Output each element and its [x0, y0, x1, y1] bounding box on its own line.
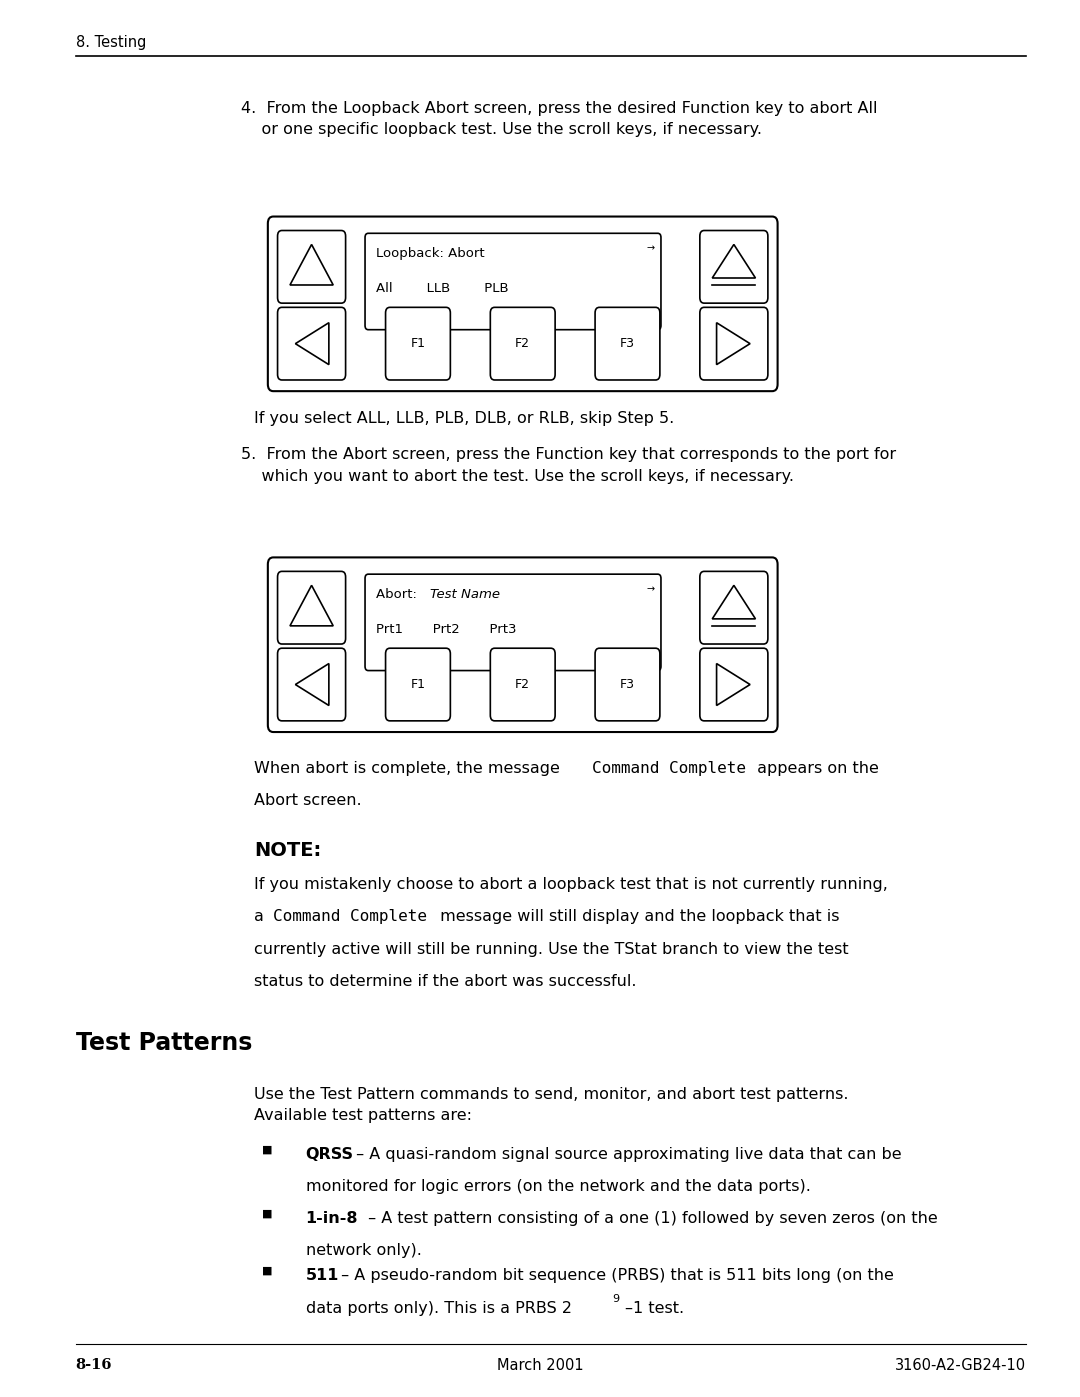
- Text: 5.  From the Abort screen, press the Function key that corresponds to the port f: 5. From the Abort screen, press the Func…: [241, 447, 896, 483]
- Text: currently active will still be running. Use the TStat branch to view the test: currently active will still be running. …: [254, 942, 849, 957]
- Text: monitored for logic errors (on the network and the data ports).: monitored for logic errors (on the netwo…: [306, 1179, 810, 1194]
- Text: status to determine if the abort was successful.: status to determine if the abort was suc…: [254, 974, 636, 989]
- Text: –1 test.: –1 test.: [625, 1301, 685, 1316]
- Text: 3160-A2-GB24-10: 3160-A2-GB24-10: [895, 1358, 1026, 1373]
- Text: F3: F3: [620, 678, 635, 692]
- Text: March 2001: March 2001: [497, 1358, 583, 1373]
- Text: 8. Testing: 8. Testing: [76, 35, 146, 50]
- Text: F1: F1: [410, 337, 426, 351]
- Text: 1-in-8: 1-in-8: [306, 1211, 359, 1227]
- Text: 511: 511: [306, 1268, 339, 1284]
- FancyBboxPatch shape: [278, 648, 346, 721]
- FancyBboxPatch shape: [365, 574, 661, 671]
- Text: When abort is complete, the message: When abort is complete, the message: [254, 761, 565, 777]
- FancyBboxPatch shape: [700, 307, 768, 380]
- Text: Command Complete: Command Complete: [592, 761, 746, 777]
- FancyBboxPatch shape: [278, 307, 346, 380]
- Text: data ports only). This is a PRBS 2: data ports only). This is a PRBS 2: [306, 1301, 571, 1316]
- FancyBboxPatch shape: [278, 571, 346, 644]
- Text: QRSS: QRSS: [306, 1147, 353, 1162]
- Text: F1: F1: [410, 678, 426, 692]
- Text: F2: F2: [515, 337, 530, 351]
- Text: – A test pattern consisting of a one (1) followed by seven zeros (on the: – A test pattern consisting of a one (1)…: [363, 1211, 937, 1227]
- FancyBboxPatch shape: [278, 231, 346, 303]
- Text: appears on the: appears on the: [752, 761, 878, 777]
- Text: F3: F3: [620, 337, 635, 351]
- Text: network only).: network only).: [306, 1243, 421, 1259]
- FancyBboxPatch shape: [700, 231, 768, 303]
- Text: Test Name: Test Name: [430, 588, 500, 601]
- FancyBboxPatch shape: [490, 648, 555, 721]
- FancyBboxPatch shape: [386, 648, 450, 721]
- Text: 8-16: 8-16: [76, 1358, 112, 1372]
- Text: Abort screen.: Abort screen.: [254, 793, 362, 809]
- Text: – A pseudo-random bit sequence (PRBS) that is 511 bits long (on the: – A pseudo-random bit sequence (PRBS) th…: [336, 1268, 894, 1284]
- Text: If you mistakenly choose to abort a loopback test that is not currently running,: If you mistakenly choose to abort a loop…: [254, 877, 888, 893]
- Text: Abort:: Abort:: [376, 588, 421, 601]
- Text: Use the Test Pattern commands to send, monitor, and abort test patterns.
Availab: Use the Test Pattern commands to send, m…: [254, 1087, 848, 1123]
- Text: Test Patterns: Test Patterns: [76, 1031, 252, 1055]
- Text: If you select ALL, LLB, PLB, DLB, or RLB, skip Step 5.: If you select ALL, LLB, PLB, DLB, or RLB…: [254, 411, 674, 426]
- FancyBboxPatch shape: [595, 648, 660, 721]
- FancyBboxPatch shape: [490, 307, 555, 380]
- FancyBboxPatch shape: [268, 557, 778, 732]
- FancyBboxPatch shape: [268, 217, 778, 391]
- Text: 4.  From the Loopback Abort screen, press the desired Function key to abort All
: 4. From the Loopback Abort screen, press…: [241, 101, 877, 137]
- Text: NOTE:: NOTE:: [254, 841, 321, 861]
- FancyBboxPatch shape: [700, 571, 768, 644]
- Text: →: →: [647, 243, 656, 253]
- Text: a: a: [254, 909, 269, 925]
- Text: Loopback: Abort: Loopback: Abort: [376, 247, 485, 260]
- Text: All        LLB        PLB: All LLB PLB: [376, 282, 509, 295]
- FancyBboxPatch shape: [386, 307, 450, 380]
- Text: F2: F2: [515, 678, 530, 692]
- Text: message will still display and the loopback that is: message will still display and the loopb…: [435, 909, 840, 925]
- Text: →: →: [647, 584, 656, 594]
- Text: ■: ■: [262, 1208, 273, 1218]
- Text: ■: ■: [262, 1144, 273, 1154]
- FancyBboxPatch shape: [365, 233, 661, 330]
- Text: Prt1       Prt2       Prt3: Prt1 Prt2 Prt3: [376, 623, 516, 636]
- Text: ■: ■: [262, 1266, 273, 1275]
- Text: 9: 9: [612, 1294, 620, 1303]
- Text: – A quasi-random signal source approximating live data that can be: – A quasi-random signal source approxima…: [351, 1147, 902, 1162]
- FancyBboxPatch shape: [700, 648, 768, 721]
- Text: Command Complete: Command Complete: [273, 909, 428, 925]
- FancyBboxPatch shape: [595, 307, 660, 380]
